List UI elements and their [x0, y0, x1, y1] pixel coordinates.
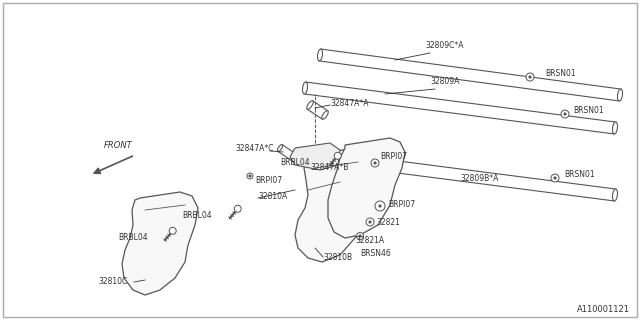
Polygon shape — [290, 143, 340, 170]
Polygon shape — [122, 192, 198, 295]
Ellipse shape — [612, 122, 618, 134]
Circle shape — [529, 76, 531, 78]
Text: BRSN01: BRSN01 — [564, 170, 595, 179]
Text: BRSN46: BRSN46 — [360, 250, 391, 259]
Circle shape — [371, 159, 379, 167]
Polygon shape — [328, 138, 405, 238]
Text: BRBL04: BRBL04 — [118, 233, 148, 242]
Text: BRBL04: BRBL04 — [280, 157, 310, 166]
Polygon shape — [278, 145, 297, 161]
Text: 32810B: 32810B — [323, 253, 352, 262]
Ellipse shape — [277, 145, 283, 151]
Ellipse shape — [356, 166, 364, 174]
Text: BRSN01: BRSN01 — [545, 68, 575, 77]
Circle shape — [374, 162, 376, 164]
Text: 32809C*A: 32809C*A — [425, 41, 463, 50]
Ellipse shape — [292, 155, 298, 162]
Ellipse shape — [303, 149, 307, 161]
Text: 32809A: 32809A — [430, 77, 460, 86]
Polygon shape — [304, 149, 616, 201]
Circle shape — [169, 227, 176, 234]
Polygon shape — [342, 156, 363, 174]
Ellipse shape — [322, 111, 328, 119]
Circle shape — [526, 73, 534, 81]
Circle shape — [334, 152, 341, 159]
Circle shape — [359, 235, 361, 237]
Text: 32810A: 32810A — [258, 191, 287, 201]
Ellipse shape — [317, 49, 323, 61]
Text: 32810C: 32810C — [98, 277, 127, 286]
Ellipse shape — [303, 82, 307, 94]
Ellipse shape — [612, 189, 618, 201]
Polygon shape — [304, 82, 616, 134]
Text: 32847A*C: 32847A*C — [235, 143, 273, 153]
Text: FRONT: FRONT — [104, 141, 133, 150]
Ellipse shape — [342, 156, 348, 164]
Text: 32821A: 32821A — [355, 236, 384, 244]
Text: 32847A*B: 32847A*B — [310, 163, 348, 172]
Circle shape — [551, 174, 559, 182]
Circle shape — [379, 205, 381, 207]
Text: 32847A*A: 32847A*A — [330, 99, 369, 108]
Circle shape — [369, 221, 371, 223]
Text: BRPI07: BRPI07 — [255, 175, 282, 185]
Text: BRPI07: BRPI07 — [380, 151, 407, 161]
Ellipse shape — [307, 101, 313, 109]
Circle shape — [554, 177, 556, 179]
Circle shape — [249, 175, 252, 177]
Text: 32821: 32821 — [376, 218, 400, 227]
Polygon shape — [319, 49, 621, 101]
Circle shape — [356, 233, 364, 239]
Text: BRPI07: BRPI07 — [388, 199, 415, 209]
Circle shape — [366, 218, 374, 226]
Circle shape — [375, 201, 385, 211]
Polygon shape — [307, 101, 328, 119]
Text: 32809B*A: 32809B*A — [460, 174, 499, 183]
Text: A110001121: A110001121 — [577, 305, 630, 314]
Circle shape — [564, 113, 566, 115]
Text: BRSN01: BRSN01 — [573, 106, 604, 115]
Polygon shape — [295, 148, 378, 262]
Circle shape — [561, 110, 569, 118]
Circle shape — [247, 173, 253, 179]
Text: BRBL04: BRBL04 — [182, 211, 212, 220]
Ellipse shape — [618, 89, 623, 101]
Circle shape — [234, 205, 241, 212]
